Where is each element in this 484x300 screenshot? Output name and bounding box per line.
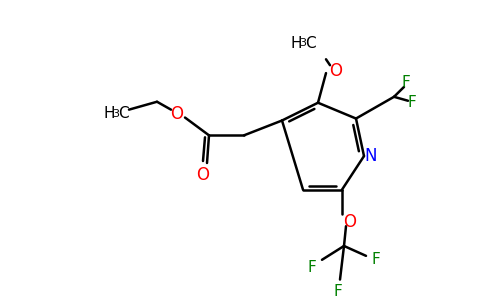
- Text: F: F: [308, 260, 317, 275]
- Text: F: F: [333, 284, 342, 299]
- Text: N: N: [365, 147, 377, 165]
- Text: O: O: [170, 105, 183, 123]
- Text: F: F: [372, 252, 380, 267]
- Text: H: H: [103, 106, 115, 121]
- Text: 3: 3: [300, 38, 306, 49]
- Text: O: O: [330, 62, 343, 80]
- Text: H: H: [290, 36, 302, 51]
- Text: 3: 3: [112, 109, 120, 118]
- Text: F: F: [402, 76, 410, 91]
- Text: O: O: [344, 213, 357, 231]
- Text: C: C: [118, 106, 128, 121]
- Text: C: C: [305, 36, 315, 51]
- Text: F: F: [408, 95, 416, 110]
- Text: O: O: [197, 166, 210, 184]
